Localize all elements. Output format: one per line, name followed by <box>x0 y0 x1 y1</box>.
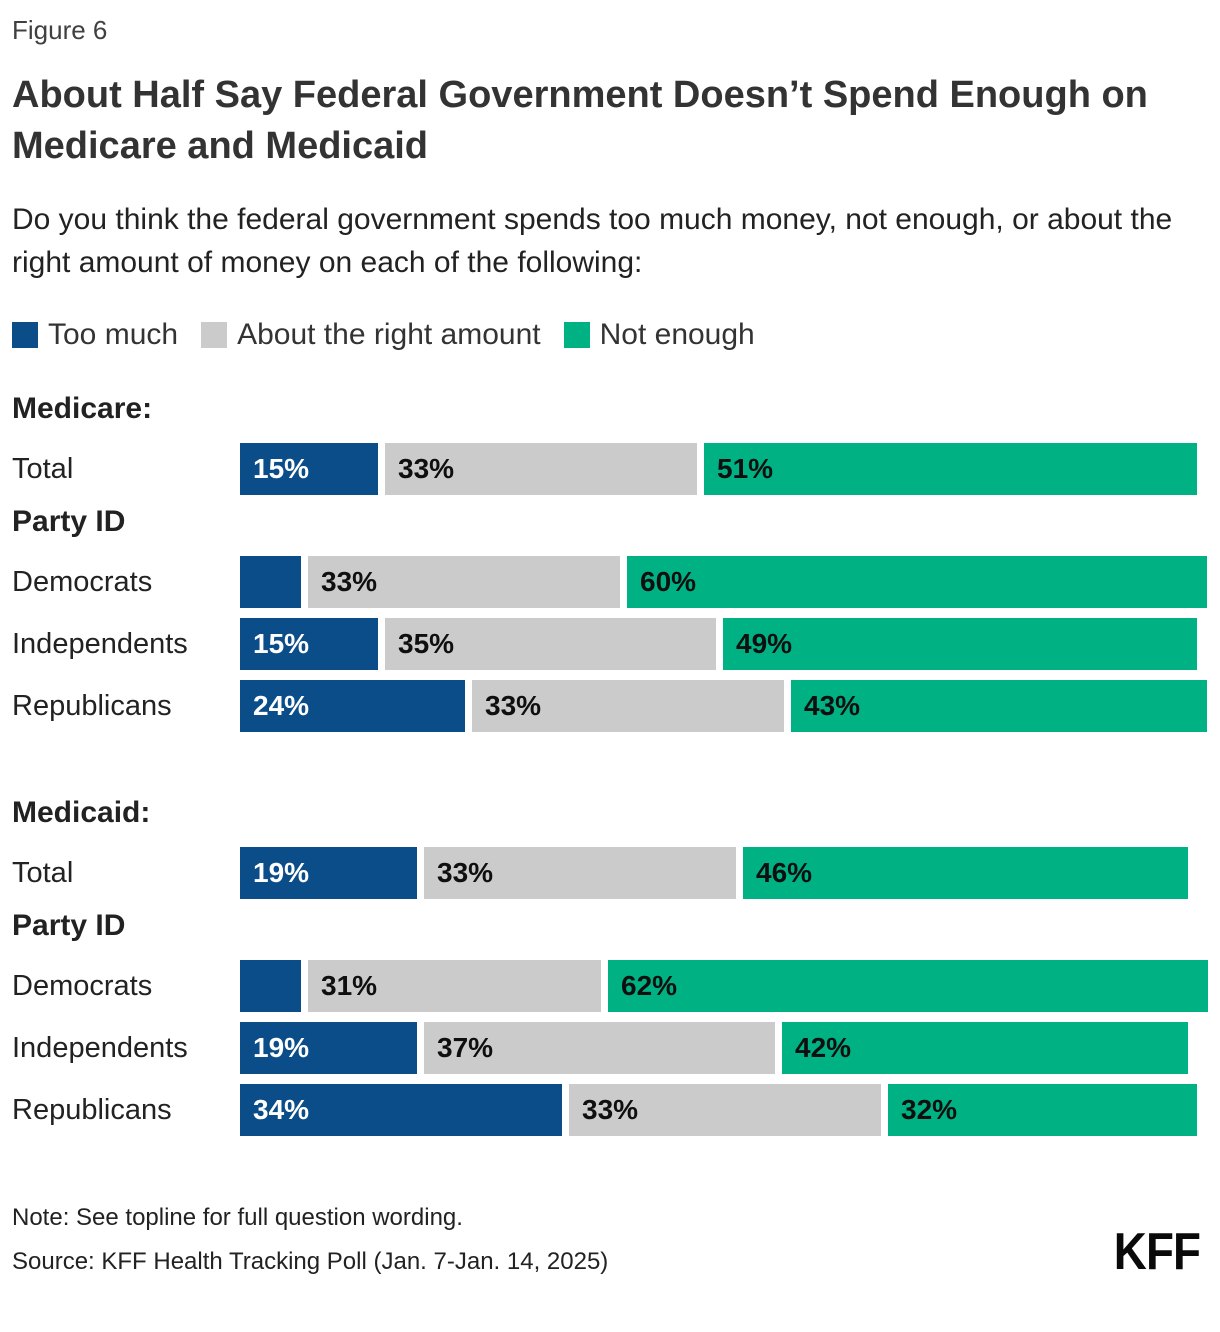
bar-value-label: 33% <box>582 1094 639 1125</box>
chart-subtitle: Do you think the federal government spen… <box>12 203 1173 279</box>
total-rows: Total 15% 33% 51% <box>12 443 1208 495</box>
bar-segment-about-the-right-amount: 33% <box>472 680 791 732</box>
bar-segment-not-enough: 60% <box>627 556 1207 608</box>
bar-row: Democrats 33% 60% <box>12 556 1208 608</box>
bar-value-label: 35% <box>398 628 455 659</box>
bar-segment-too-much: 34% <box>240 1084 569 1136</box>
bar-value-label: 19% <box>253 857 310 888</box>
bar-segment-too-much <box>240 960 308 1012</box>
bar-value-label: 32% <box>901 1094 958 1125</box>
bar-segment-not-enough: 42% <box>782 1022 1188 1074</box>
party-rows: Democrats 31% 62% Independents 19% 37% 42% Repu… <box>12 960 1208 1136</box>
row-label: Democrats <box>12 969 153 1002</box>
bar-row: Republicans 24% 33% 43% <box>12 680 1208 732</box>
bar-segment-not-enough: 46% <box>743 847 1188 899</box>
legend-item-too-much: Too much <box>12 318 178 352</box>
bar-value-label: 34% <box>253 1094 310 1125</box>
bar-row: Independents 19% 37% 42% <box>12 1022 1208 1074</box>
bar-segment-not-enough: 32% <box>888 1084 1197 1136</box>
bar-segment-about-the-right-amount: 33% <box>308 556 627 608</box>
bar-value-label: 33% <box>485 690 542 721</box>
chart-legend: Too much About the right amount Not enou… <box>12 318 1208 352</box>
bar-segment-about-the-right-amount: 35% <box>385 618 723 670</box>
bar-row: Republicans 34% 33% 32% <box>12 1084 1208 1136</box>
bar-value-label: 15% <box>253 453 310 484</box>
legend-swatch-about-right <box>201 322 228 348</box>
section-medicaid: Medicaid: Total 19% 33% 46% Party ID Democr… <box>12 796 1208 1136</box>
bar-value-label: 43% <box>804 690 861 721</box>
bar-value-label: 51% <box>717 453 774 484</box>
stacked-bar: 19% 33% 46% <box>240 847 1188 899</box>
bar-value-label: 31% <box>321 970 378 1001</box>
figure-label: Figure 6 <box>12 15 108 45</box>
legend-swatch-too-much <box>12 322 38 348</box>
bar-segment-too-much: 15% <box>240 443 385 495</box>
bar-value-label: 33% <box>437 857 494 888</box>
legend-item-not-enough: Not enough <box>563 318 755 352</box>
row-label: Republicans <box>12 689 172 722</box>
row-label: Republicans <box>12 1093 172 1126</box>
chart-title: About Half Say Federal Government Doesn’… <box>12 74 1148 167</box>
bar-segment-too-much: 19% <box>240 847 424 899</box>
stacked-bar: 34% 33% 32% <box>240 1084 1197 1136</box>
bar-segment-too-much: 19% <box>240 1022 424 1074</box>
section-heading: Medicaid: <box>12 796 151 829</box>
bar-value-label: 37% <box>437 1032 494 1063</box>
bar-row: Independents 15% 35% 49% <box>12 618 1208 670</box>
bar-segment-not-enough: 43% <box>791 680 1207 732</box>
row-label: Total <box>12 452 74 485</box>
bar-value-label: 46% <box>756 857 813 888</box>
bar-row: Total 19% 33% 46% <box>12 847 1208 899</box>
legend-label: Not enough <box>599 318 755 351</box>
bar-row: Democrats 31% 62% <box>12 960 1208 1012</box>
legend-item-about-right: About the right amount <box>201 318 541 352</box>
legend-swatch-not-enough <box>563 322 590 348</box>
stacked-bar: 33% 60% <box>240 556 1207 608</box>
row-label: Independents <box>12 627 188 660</box>
stacked-bar: 15% 33% 51% <box>240 443 1197 495</box>
bar-value-label: 33% <box>398 453 455 484</box>
bar-segment-too-much: 15% <box>240 618 385 670</box>
bar-segment-not-enough: 51% <box>704 443 1197 495</box>
stacked-bar: 19% 37% 42% <box>240 1022 1188 1074</box>
party-id-heading: Party ID <box>12 505 126 538</box>
bar-value-label: 42% <box>795 1032 852 1063</box>
bar-value-label: 33% <box>321 566 378 597</box>
kff-logo: KFF <box>1113 1223 1201 1281</box>
total-rows: Total 19% 33% 46% <box>12 847 1208 899</box>
bar-value-label: 24% <box>253 690 310 721</box>
footer-source: Source: KFF Health Tracking Poll (Jan. 7… <box>12 1248 609 1275</box>
bar-value-label: 62% <box>621 970 678 1001</box>
bar-value-label: 60% <box>640 566 697 597</box>
bar-segment-about-the-right-amount: 31% <box>308 960 608 1012</box>
footer: Note: See topline for full question word… <box>12 1202 1208 1281</box>
stacked-bar: 24% 33% 43% <box>240 680 1207 732</box>
party-id-heading: Party ID <box>12 909 126 942</box>
bar-segment-not-enough: 62% <box>608 960 1208 1012</box>
bar-segment-about-the-right-amount: 33% <box>569 1084 888 1136</box>
stacked-bar: 31% 62% <box>240 960 1208 1012</box>
bar-segment-not-enough: 49% <box>723 618 1197 670</box>
party-rows: Democrats 33% 60% Independents 15% 35% 49% Repu… <box>12 556 1208 732</box>
legend-label: Too much <box>48 318 179 351</box>
bar-value-label: 49% <box>736 628 793 659</box>
row-label: Total <box>12 856 74 889</box>
stacked-bar: 15% 35% 49% <box>240 618 1197 670</box>
bar-segment-about-the-right-amount: 37% <box>424 1022 782 1074</box>
row-label: Democrats <box>12 565 153 598</box>
bar-row: Total 15% 33% 51% <box>12 443 1208 495</box>
legend-label: About the right amount <box>237 318 541 351</box>
bar-segment-about-the-right-amount: 33% <box>424 847 743 899</box>
footer-note: Note: See topline for full question word… <box>12 1204 463 1231</box>
section-medicare: Medicare: Total 15% 33% 51% Party ID Democr… <box>12 392 1208 732</box>
row-label: Independents <box>12 1031 188 1064</box>
bar-segment-too-much: 24% <box>240 680 472 732</box>
section-heading: Medicare: <box>12 392 153 425</box>
bar-value-label: 15% <box>253 628 310 659</box>
bar-value-label: 19% <box>253 1032 310 1063</box>
bar-segment-too-much <box>240 556 308 608</box>
bar-segment-about-the-right-amount: 33% <box>385 443 704 495</box>
